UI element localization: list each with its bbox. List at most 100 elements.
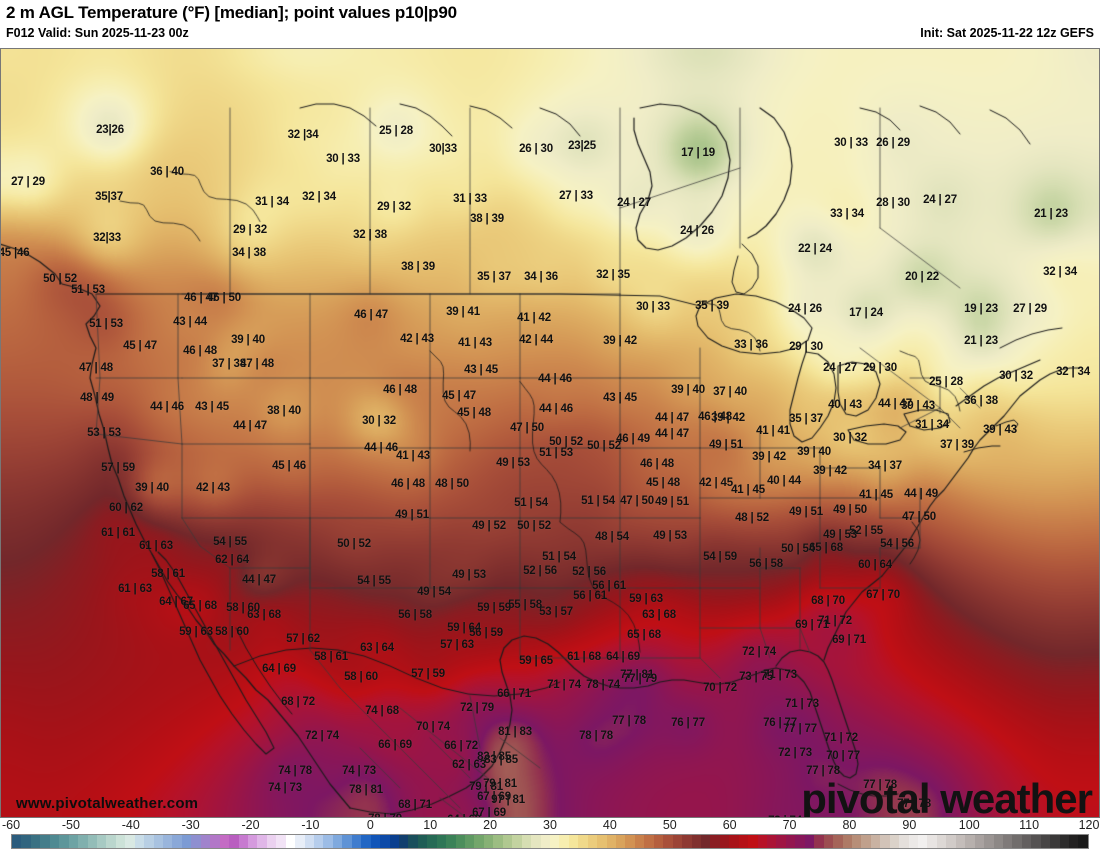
point-value-label: 44 | 47 — [242, 574, 276, 586]
point-value-label: 31 | 34 — [255, 196, 289, 208]
colorbar-segment — [691, 835, 701, 848]
point-value-label: 46 | 48 — [640, 458, 674, 470]
point-value-label: 46 | 49 — [616, 433, 650, 445]
point-value-label: 24 | 26 — [788, 303, 822, 315]
point-value-label: 17 | 19 — [681, 147, 715, 159]
colorbar-segment — [332, 835, 343, 848]
colorbar-segment — [984, 835, 994, 848]
colorbar-segment — [918, 835, 928, 848]
point-value-label: 74 | 68 — [365, 705, 399, 717]
colorbar-tick: -20 — [241, 818, 260, 832]
point-value-label: 50 | 54 — [781, 543, 815, 555]
colorbar-segment — [380, 835, 390, 848]
colorbar-segment — [427, 835, 437, 848]
point-value-label: 48 | 49 — [80, 392, 114, 404]
point-value-label: 42 | 45 — [699, 477, 733, 489]
point-value-label: 46 | 47 — [354, 309, 388, 321]
point-value-label: 39 | 42 — [752, 451, 786, 463]
point-value-label: 72 | 74 — [305, 730, 339, 742]
colorbar-segment — [172, 835, 182, 848]
colorbar: -60 -50 -40 -30 -20 -10 0 10 20 30 40 50 60 70 80 90 100… — [0, 818, 1100, 850]
colorbar-segment — [700, 835, 711, 848]
point-value-label: 47 | 48 — [79, 362, 113, 374]
colorbar-segment — [568, 835, 579, 848]
colorbar-segment — [1021, 835, 1032, 848]
colorbar-segment — [757, 835, 767, 848]
point-value-label: 30 | 33 — [834, 137, 868, 149]
point-value-label: 37 | 40 — [713, 386, 747, 398]
point-value-label: 50 | 52 — [337, 538, 371, 550]
point-value-label: 54 | 59 — [703, 551, 737, 563]
point-value-label: 56 | 59 — [469, 627, 503, 639]
point-value-label: 40 | 44 — [767, 475, 801, 487]
colorbar-segment — [12, 835, 22, 848]
colorbar-segment — [247, 835, 258, 848]
colorbar-segment — [814, 835, 824, 848]
point-value-label: 59 | 64 — [447, 622, 481, 634]
colorbar-segment — [927, 835, 937, 848]
map-raster-canvas — [0, 48, 1100, 818]
point-value-label: 20 | 22 — [905, 271, 939, 283]
point-value-label: 49 | 50 — [833, 504, 867, 516]
point-value-label: 24 | 27 — [823, 362, 857, 374]
colorbar-segment — [361, 835, 371, 848]
point-value-label: 77 | 78 — [612, 715, 646, 727]
point-value-label: 58 | 61 — [314, 651, 348, 663]
colorbar-segment — [833, 835, 843, 848]
point-value-label: 44 | 47 — [655, 428, 689, 440]
point-value-label: 49 | 51 — [709, 439, 743, 451]
point-value-label: 49 | 51 — [395, 509, 429, 521]
point-value-label: 49 | 51 — [655, 496, 689, 508]
temperature-map[interactable]: 27 | 29 23|26 36 | 40 35|37 32|33 45 |46 50 | … — [0, 48, 1100, 818]
point-value-label: 51 | 54 — [514, 497, 548, 509]
point-value-label: 30 | 32 — [999, 370, 1033, 382]
point-value-label: 45 | 48 — [646, 477, 680, 489]
colorbar-segment — [663, 835, 673, 848]
point-value-label: 47 | 48 — [240, 358, 274, 370]
colorbar-segment — [493, 835, 503, 848]
point-value-label: 58 | 60 — [215, 626, 249, 638]
point-value-label: 64 | 67 — [159, 596, 193, 608]
colorbar-segment — [993, 835, 1003, 848]
colorbar-segment — [795, 835, 805, 848]
point-value-label: 46 | 48 — [183, 345, 217, 357]
point-value-label: 46 | 47 — [184, 292, 218, 304]
header-bar: 2 m AGL Temperature (°F) [median]; point… — [0, 0, 1100, 48]
colorbar-segment — [1012, 835, 1022, 848]
point-value-label: 69 | 71 — [832, 634, 866, 646]
colorbar-tick: 10 — [423, 818, 438, 832]
point-value-label: 39 | 40 — [671, 384, 705, 396]
point-value-label: 33 | 34 — [830, 208, 864, 220]
colorbar-segment — [549, 835, 560, 848]
point-value-label: 32 | 35 — [596, 269, 630, 281]
colorbar-segment — [974, 835, 985, 848]
point-value-label: 71 | 73 — [763, 669, 797, 681]
point-value-label: 30 | 32 — [833, 432, 867, 444]
point-value-label: 32 | 38 — [353, 229, 387, 241]
point-value-label: 39 | 40 — [797, 446, 831, 458]
point-value-label: 58 | 61 — [151, 568, 185, 580]
point-value-label: 48 | 54 — [595, 531, 629, 543]
colorbar-tick: 90 — [902, 818, 917, 832]
colorbar-segment — [785, 835, 796, 848]
point-value-label: 77 | 77 — [783, 723, 817, 735]
point-value-label: 36 | 40 — [150, 166, 184, 178]
point-value-label: 24 | 27 — [617, 197, 651, 209]
colorbar-segment — [1050, 835, 1060, 848]
colorbar-segment — [955, 835, 966, 848]
colorbar-segment — [748, 835, 758, 848]
point-value-label: 55 | 58 — [508, 599, 542, 611]
colorbar-segment — [49, 835, 60, 848]
point-value-label: 74 | 78 — [278, 765, 312, 777]
point-value-label: 26 | 30 — [519, 143, 553, 155]
point-value-label: 50 | 52 — [587, 440, 621, 452]
point-value-label: 46 | 50 — [207, 292, 241, 304]
colorbar-segment — [125, 835, 135, 848]
colorbar-segment — [1069, 835, 1079, 848]
colorbar-segment — [21, 835, 31, 848]
point-value-label: 66 | 69 — [378, 739, 412, 751]
point-value-label: 57 | 62 — [286, 633, 320, 645]
colorbar-segment — [634, 835, 645, 848]
point-value-label: 37 | 38 — [212, 358, 246, 370]
point-value-label: 44 | 46 — [150, 401, 184, 413]
